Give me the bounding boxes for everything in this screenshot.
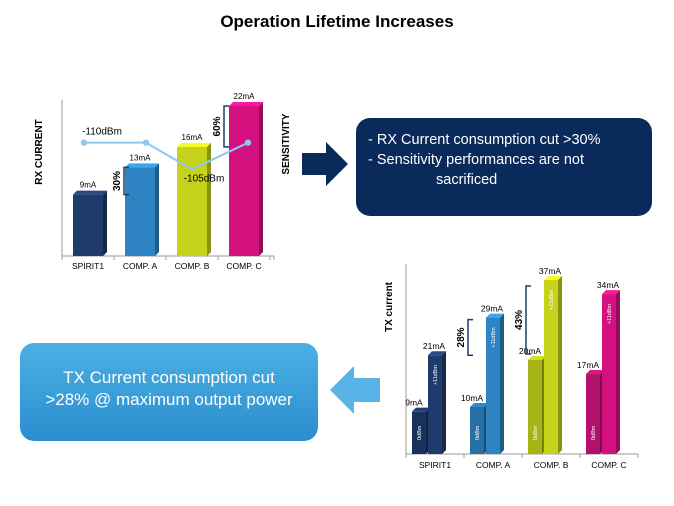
sensitivity-point [244, 139, 252, 146]
tx-bar-value-label: 17mA [577, 360, 600, 370]
tx-current-chart: TX current 9mA 21mA 0dBm +11dBm SPIRIT1 10mA 29… [384, 264, 639, 470]
rx-percent-bracket [123, 166, 129, 196]
tx-percent-bracket [467, 318, 473, 356]
tx-bar-0dbm [412, 411, 426, 454]
rx-percent-bracket [223, 105, 229, 148]
rx-x-tick-label: SPIRIT1 [72, 261, 104, 271]
tx-y-axis-label: TX current [384, 281, 395, 332]
rx-bar-value-label: 22mA [234, 92, 256, 101]
tx-series-tag: 0dBm [417, 425, 423, 440]
tx-bar-value-label: 21mA [423, 341, 446, 351]
rx-x-tick-label: COMP. B [175, 261, 210, 271]
rx-percent-bracket-label: 60% [212, 116, 223, 136]
tx-series-tag: +11dBm [607, 303, 613, 324]
rx-x-tick-label: COMP. C [226, 261, 261, 271]
tx-x-tick-label: COMP. B [534, 460, 569, 470]
tx-callout-box: TX Current consumption cut >28% @ maximu… [20, 343, 318, 441]
tx-bar-11dbm [428, 355, 442, 454]
tx-bar-11dbm-top [486, 313, 504, 318]
tx-bar-0dbm [586, 374, 600, 454]
rx-y-axis-label: RX CURRENT [34, 119, 45, 185]
tx-bar-value-label: 29mA [481, 304, 504, 314]
rx-callout-line: - RX Current consumption cut >30% [368, 132, 601, 148]
tx-bar-11dbm [544, 280, 558, 454]
tx-series-tag: +11dBm [491, 327, 497, 348]
tx-series-tag: 0dBm [533, 425, 539, 440]
rx-bar-top [125, 163, 159, 168]
rx-callout-line: - Sensitivity performances are not [368, 152, 584, 168]
tx-bar-value-label: 10mA [461, 393, 484, 403]
rx-bar-top [177, 142, 211, 147]
tx-x-tick-label: COMP. A [476, 460, 511, 470]
tx-bar-11dbm-side [558, 276, 562, 454]
sensitivity-value-label: -105dBm [184, 173, 225, 184]
tx-bar-11dbm [486, 317, 500, 454]
page-title: Operation Lifetime Increases [220, 12, 454, 31]
tx-bar-value-label: 20mA [519, 346, 542, 356]
tx-bar-0dbm [528, 359, 542, 454]
rx-bar-side [207, 142, 211, 256]
tx-bar-11dbm [602, 294, 616, 454]
tx-x-tick-label: SPIRIT1 [419, 460, 451, 470]
rx-bar-value-label: 16mA [182, 133, 204, 142]
rx-bar-side [259, 102, 263, 256]
rx-bar [229, 106, 259, 256]
sensitivity-point [80, 139, 88, 146]
rx-bar-top [229, 102, 263, 106]
rx-bar [73, 194, 103, 256]
tx-callout-line: TX Current consumption cut [63, 368, 275, 387]
tx-bar-11dbm-side [616, 290, 620, 454]
right-arrow-icon [302, 142, 348, 186]
tx-bar-0dbm [470, 406, 484, 454]
tx-bar-11dbm-top [544, 276, 562, 280]
tx-callout-line: >28% @ maximum output power [45, 390, 293, 409]
left-arrow-icon [330, 366, 380, 414]
tx-bar-11dbm-top [602, 290, 620, 295]
sensitivity-value-label: -110dBm [82, 127, 122, 138]
tx-percent-bracket [525, 285, 531, 355]
rx-callout-box: - RX Current consumption cut >30% - Sens… [356, 118, 652, 216]
tx-x-tick-label: COMP. C [591, 460, 626, 470]
rx-bar-side [155, 163, 159, 256]
rx-bar-side [103, 190, 107, 256]
tx-bar-value-label: 37mA [539, 266, 562, 276]
rx-callout-line: sacrificed [436, 172, 498, 188]
tx-series-tag: +11dBm [433, 365, 439, 386]
sensitivity-point [142, 139, 150, 146]
rx-current-chart: RX CURRENT SENSITIVITY 9mA SPIRIT1 13mA COMP.… [34, 92, 292, 271]
tx-bar-0dbm-top [586, 370, 604, 375]
tx-percent-bracket-label: 43% [514, 310, 525, 330]
tx-bar-11dbm-side [442, 351, 446, 454]
tx-bar-value-label: 34mA [597, 280, 620, 290]
tx-bar-value-label: 9mA [405, 398, 423, 408]
sensitivity-axis-label: SENSITIVITY [281, 113, 292, 174]
rx-bar-value-label: 9mA [80, 181, 97, 190]
tx-series-tag: 0dBm [591, 425, 597, 440]
tx-bar-0dbm-top [528, 355, 546, 360]
sensitivity-line [84, 141, 249, 171]
tx-bar-0dbm-top [470, 402, 488, 407]
rx-bar-value-label: 13mA [130, 153, 152, 162]
rx-bar [125, 167, 155, 256]
tx-bar-11dbm-side [500, 313, 504, 454]
rx-x-tick-label: COMP. A [123, 261, 158, 271]
tx-series-tag: 0dBm [475, 425, 481, 440]
rx-bar-top [73, 190, 107, 195]
tx-percent-bracket-label: 28% [456, 327, 467, 347]
tx-series-tag: +11dBm [549, 289, 555, 310]
tx-bar-0dbm-top [412, 407, 430, 412]
rx-percent-bracket-label: 30% [112, 171, 123, 191]
tx-bar-11dbm-top [428, 351, 446, 356]
